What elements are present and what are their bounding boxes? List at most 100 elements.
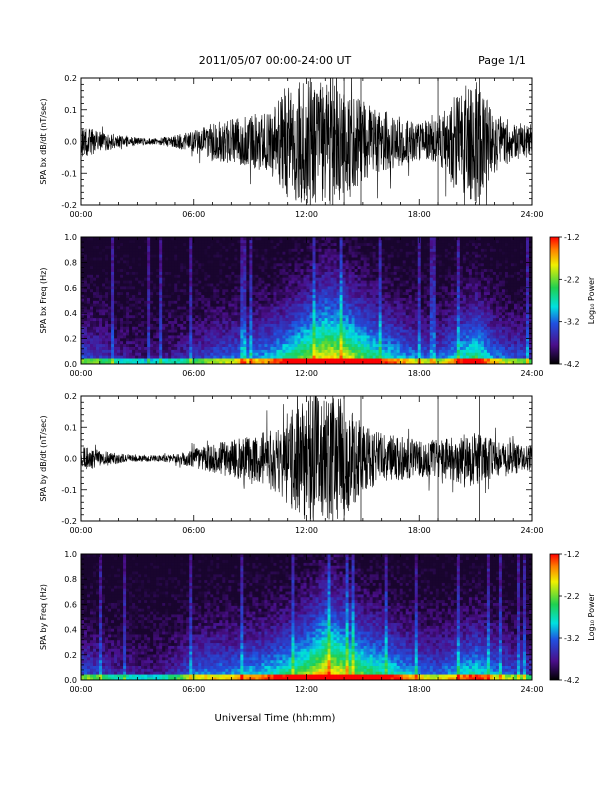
spectrogram-cell bbox=[357, 286, 361, 290]
spectrogram-cell bbox=[126, 239, 130, 244]
spectrogram-cell bbox=[192, 320, 196, 324]
spectrogram-cell bbox=[276, 332, 280, 336]
spectrogram-cell bbox=[132, 346, 136, 350]
spectrogram-cell bbox=[342, 320, 346, 324]
spectrogram-cell bbox=[201, 254, 205, 258]
spectrogram-cell bbox=[294, 309, 298, 313]
spectrogram-cell bbox=[159, 346, 163, 350]
spectrogram-cell bbox=[240, 346, 244, 350]
spectrogram-cell bbox=[309, 271, 313, 275]
spectrogram-cell bbox=[204, 239, 208, 244]
spectrogram-cell bbox=[288, 260, 292, 264]
spectrogram-cell bbox=[297, 340, 301, 345]
spectrogram-cell bbox=[201, 291, 205, 296]
spectrogram-cell bbox=[345, 309, 349, 313]
spectrogram-cell bbox=[228, 257, 232, 261]
spectrogram-cell bbox=[357, 277, 361, 281]
spectrogram-cell bbox=[186, 297, 190, 301]
spectrogram-cell bbox=[357, 352, 361, 356]
spectrogram-cell bbox=[351, 288, 355, 293]
spectrogram-cell bbox=[261, 242, 265, 246]
spectrogram-cell bbox=[96, 323, 100, 327]
spectrogram-cell bbox=[291, 237, 295, 241]
spectrogram-cell bbox=[288, 314, 292, 319]
spectrogram-cell bbox=[258, 262, 262, 267]
spectrogram-cell bbox=[354, 329, 358, 333]
spectrogram-cell bbox=[249, 291, 253, 296]
spectrogram-cell bbox=[177, 254, 181, 258]
spectrogram-cell bbox=[297, 294, 301, 298]
spectrogram-cell bbox=[201, 326, 205, 330]
spectrogram-cell bbox=[318, 358, 322, 362]
spectrogram-cell bbox=[324, 332, 328, 336]
spectrogram-cell bbox=[345, 237, 349, 241]
spectrogram-cell bbox=[120, 332, 124, 336]
spectrogram-cell bbox=[108, 300, 112, 304]
spectrogram-cell bbox=[183, 260, 187, 264]
spectrogram-cell bbox=[231, 312, 235, 316]
spectrogram-cell bbox=[345, 242, 349, 246]
spectrogram-cell bbox=[300, 303, 304, 307]
spectrogram-cell bbox=[210, 312, 214, 316]
spectrogram-cell bbox=[222, 314, 226, 319]
spectrogram-cell bbox=[285, 358, 289, 362]
spectrogram-cell bbox=[99, 286, 103, 290]
spectrogram-cell bbox=[255, 262, 259, 267]
spectrogram-cell bbox=[210, 239, 214, 244]
spectrogram-cell bbox=[159, 335, 163, 339]
spectrogram-cell bbox=[195, 361, 199, 365]
spectrogram-cell bbox=[360, 262, 364, 267]
spectrogram-cell bbox=[120, 245, 124, 249]
spectrogram-cell bbox=[321, 358, 325, 362]
spectrogram-cell bbox=[225, 291, 229, 296]
spectrogram-cell bbox=[351, 343, 355, 347]
spectrogram-cell bbox=[201, 332, 205, 336]
spectrogram-cell bbox=[258, 312, 262, 316]
spectrogram-cell bbox=[93, 297, 97, 301]
spectrogram-cell bbox=[144, 329, 148, 333]
spectrogram-cell bbox=[108, 343, 112, 347]
spectrogram-cell bbox=[279, 280, 283, 284]
spectrogram-cell bbox=[138, 358, 142, 362]
spectrogram-cell bbox=[180, 271, 184, 275]
spectrogram-cell bbox=[204, 277, 208, 281]
spectrogram-cell bbox=[342, 306, 346, 310]
spectrogram-cell bbox=[258, 332, 262, 336]
spectrogram-cell bbox=[285, 283, 289, 287]
spectrogram-cell bbox=[117, 242, 121, 246]
spectrogram-cell bbox=[87, 277, 91, 281]
spectrogram-cell bbox=[192, 352, 196, 356]
spectrogram-cell bbox=[333, 257, 337, 261]
spectrogram-cell bbox=[135, 309, 139, 313]
spectrogram-cell bbox=[150, 349, 154, 353]
spectrogram-cell bbox=[255, 306, 259, 310]
spectrogram-cell bbox=[279, 349, 283, 353]
spectrogram-cell bbox=[327, 297, 331, 301]
spectrogram-cell bbox=[327, 265, 331, 270]
spectrogram-cell bbox=[204, 274, 208, 278]
spectrogram-cell bbox=[222, 306, 226, 310]
spectrogram-cell bbox=[138, 320, 142, 324]
spectrogram-cell bbox=[96, 294, 100, 298]
spectrogram-cell bbox=[228, 265, 232, 270]
spectrogram-cell bbox=[216, 277, 220, 281]
spectrogram-cell bbox=[156, 338, 160, 342]
spectrogram-cell bbox=[342, 317, 346, 322]
spectrogram-cell bbox=[381, 288, 385, 293]
spectrogram-cell bbox=[99, 314, 103, 319]
spectrogram-cell bbox=[333, 280, 337, 284]
spectrogram-cell bbox=[129, 242, 133, 246]
spectrogram-cell bbox=[195, 343, 199, 347]
spectrogram-cell bbox=[204, 300, 208, 304]
spectrogram-cell bbox=[189, 288, 193, 293]
spectrogram-cell bbox=[297, 245, 301, 249]
spectrogram-cell bbox=[387, 260, 391, 264]
spectrogram-cell bbox=[192, 300, 196, 304]
spectrogram-cell bbox=[129, 271, 133, 275]
spectrogram-cell bbox=[204, 338, 208, 342]
spectrogram-cell bbox=[312, 248, 316, 252]
spectrogram-cell bbox=[288, 288, 292, 293]
spectrogram-cell bbox=[138, 277, 142, 281]
spectrogram-cell bbox=[219, 294, 223, 298]
spectrogram-cell bbox=[234, 300, 238, 304]
